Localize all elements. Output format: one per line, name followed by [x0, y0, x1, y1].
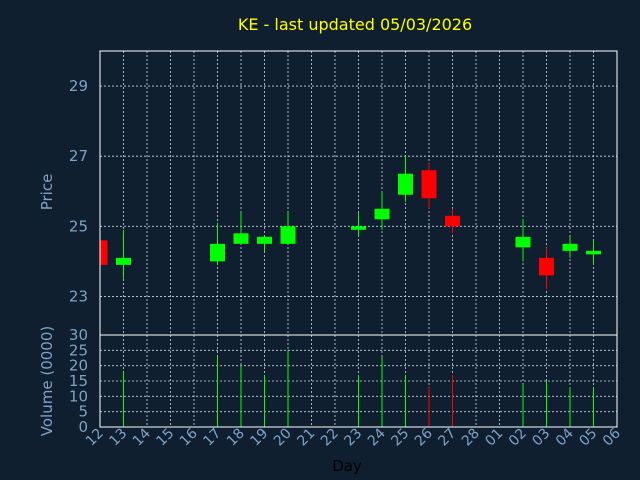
candle-body	[233, 233, 249, 244]
price-tick-label: 23	[69, 287, 88, 305]
candle-body	[421, 170, 437, 199]
panel-frames	[99, 50, 618, 428]
x-tick-label: 02	[506, 426, 530, 450]
volume-tick-label: 0	[78, 418, 88, 436]
x-tick-label: 23	[341, 426, 365, 450]
x-tick-label: 19	[247, 426, 271, 450]
candle-body	[374, 208, 390, 220]
candle-19	[257, 236, 272, 251]
x-tick-label: 13	[106, 426, 130, 450]
x-tick-label: 06	[600, 425, 624, 449]
candle-13	[116, 229, 131, 279]
x-tick-label: 25	[388, 426, 412, 450]
x-tick-label: 18	[224, 426, 248, 450]
volume-bar-series	[123, 350, 594, 427]
candle-body	[210, 243, 225, 262]
x-tick-label: 26	[412, 425, 436, 449]
volume-tick-label: 30	[69, 326, 88, 344]
x-tick-label: 24	[365, 425, 389, 449]
x-tick-label: 28	[459, 426, 483, 450]
x-axis-label: Day	[332, 457, 362, 475]
candle-body	[539, 257, 554, 276]
volume-tick-label: 5	[78, 403, 88, 421]
volume-tick-label: 25	[69, 341, 88, 359]
x-tick-label: 16	[177, 425, 201, 449]
candle-26	[421, 163, 437, 209]
x-tick-label: 21	[294, 426, 318, 450]
candle-17	[210, 222, 225, 265]
candle-20	[280, 212, 296, 244]
candle-05	[586, 240, 601, 265]
candle-body	[280, 226, 296, 244]
volume-tick-label: 10	[69, 387, 88, 405]
candle-body	[257, 236, 272, 244]
price-tick-label: 25	[69, 217, 88, 235]
x-tick-labels: 12 13 14 15 16 17 18 19 20 21 22 23 24 25 26 27 28 01 02 03…	[83, 425, 624, 449]
candle-body	[351, 226, 366, 230]
candle-body	[445, 215, 460, 227]
x-tick-label: 03	[529, 426, 553, 450]
price-tick-label: 29	[69, 77, 88, 95]
candle-04	[562, 236, 578, 258]
x-tick-label: 01	[482, 426, 506, 450]
volume-panel-frame	[99, 334, 618, 428]
candle-27	[445, 208, 460, 234]
candle-25	[398, 156, 413, 202]
candle-23	[351, 212, 366, 237]
candle-body	[515, 236, 531, 248]
volume-tick-label: 15	[69, 372, 88, 390]
price-tick-label: 27	[69, 147, 88, 165]
x-tick-label: 20	[271, 426, 295, 450]
x-tick-label: 15	[153, 426, 177, 450]
volume-axis-label: Volume (0000)	[38, 326, 56, 436]
chart-title: KE - last updated 05/03/2026	[238, 15, 472, 34]
x-tick-label: 04	[553, 425, 577, 449]
candle-12	[99, 240, 108, 265]
x-tick-label: 17	[200, 426, 224, 450]
candle-24	[374, 191, 390, 230]
candle-03	[539, 247, 554, 290]
candle-body	[562, 243, 578, 251]
price-axis-label: Price	[38, 174, 56, 211]
candle-body	[586, 250, 601, 255]
candle-body	[116, 257, 131, 265]
x-tick-label: 27	[435, 426, 459, 450]
x-tick-label: 14	[130, 425, 154, 449]
candle-body	[398, 173, 413, 195]
volume-tick-label: 20	[69, 357, 88, 375]
candlestick-series	[99, 156, 601, 290]
price-panel-grid	[100, 51, 617, 335]
candle-18	[233, 212, 249, 244]
candle-02	[515, 219, 531, 262]
x-tick-label: 22	[318, 426, 342, 450]
x-tick-label: 05	[576, 426, 600, 450]
candle-body	[100, 240, 108, 265]
